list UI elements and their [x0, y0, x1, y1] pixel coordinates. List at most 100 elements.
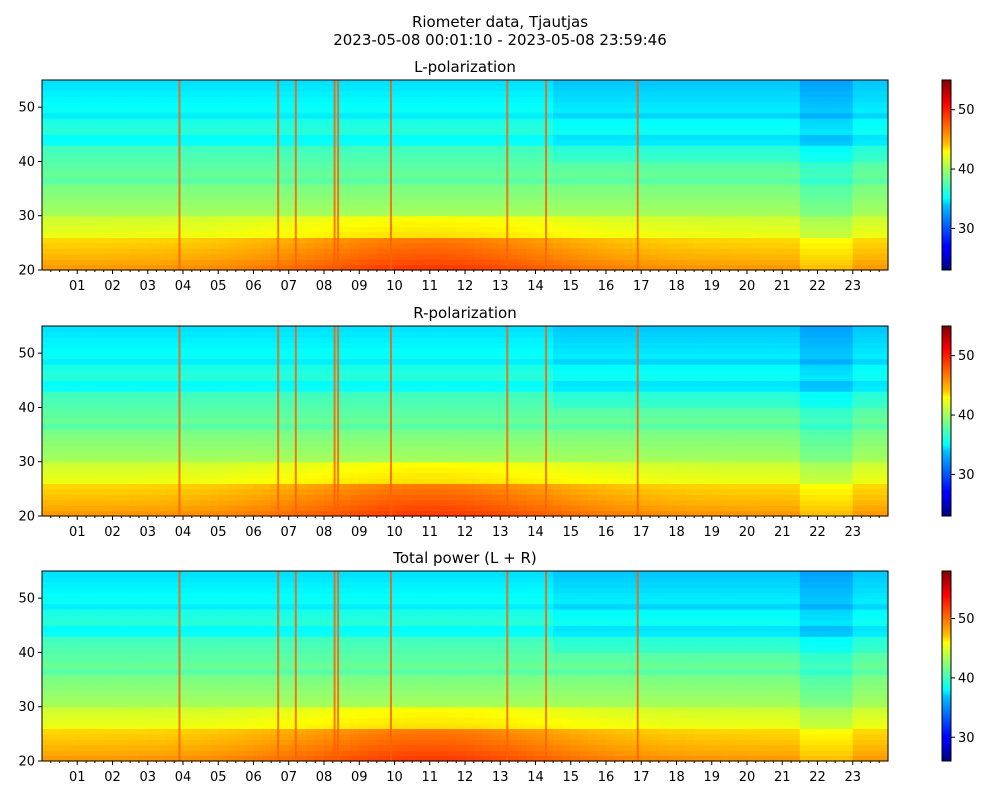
- heatmap-cell: [315, 118, 325, 125]
- heatmap-cell: [235, 177, 246, 184]
- heatmap-cell: [641, 210, 651, 217]
- heatmap-cell: [262, 418, 272, 425]
- heatmap-cell: [68, 347, 78, 354]
- heatmap-cell: [394, 123, 404, 130]
- heatmap-cell: [394, 226, 404, 233]
- heatmap-cell: [341, 177, 352, 184]
- heatmap-cell: [403, 128, 413, 135]
- heatmap-cell: [791, 259, 801, 266]
- heatmap-cell: [368, 204, 378, 211]
- heatmap-cell: [535, 172, 545, 179]
- heatmap-cell: [456, 221, 466, 228]
- heatmap-cell: [843, 199, 854, 206]
- heatmap-cell: [191, 478, 202, 485]
- heatmap-cell: [183, 107, 193, 114]
- heatmap-cell: [835, 96, 845, 103]
- heatmap-cell: [262, 232, 272, 239]
- heatmap-cell: [130, 259, 140, 266]
- heatmap-cell: [138, 139, 149, 146]
- heatmap-cell: [685, 150, 695, 157]
- heatmap-cell: [553, 188, 563, 195]
- heatmap-cell: [553, 150, 563, 157]
- heatmap-cell: [244, 123, 255, 130]
- heatmap-cell: [42, 150, 52, 157]
- heatmap-cell: [843, 237, 854, 244]
- heatmap-cell: [843, 123, 854, 130]
- heatmap-cell: [861, 172, 871, 179]
- heatmap-cell: [271, 221, 281, 228]
- heatmap-cell: [403, 336, 413, 343]
- heatmap-cell: [782, 237, 792, 244]
- heatmap-cell: [658, 232, 669, 239]
- heatmap-cell: [376, 199, 387, 206]
- x-tick-label: 16: [598, 279, 615, 294]
- heatmap-cell: [147, 101, 158, 108]
- heatmap-cell: [50, 221, 61, 228]
- heatmap-cell: [517, 112, 528, 119]
- heatmap-cell: [50, 183, 61, 190]
- heatmap-cell: [544, 107, 554, 114]
- heatmap-cell: [262, 445, 272, 452]
- heatmap-cell: [341, 183, 352, 190]
- heatmap-cell: [59, 112, 70, 119]
- heatmap-cell: [279, 145, 290, 152]
- heatmap-cell: [42, 134, 52, 141]
- heatmap-cell: [279, 194, 290, 201]
- heatmap-cell: [59, 232, 70, 239]
- heatmap-cell: [209, 396, 219, 403]
- heatmap-cell: [843, 221, 854, 228]
- heatmap-cell: [103, 161, 114, 168]
- heatmap-cell: [676, 204, 686, 211]
- heatmap-cell: [782, 107, 792, 114]
- heatmap-cell: [288, 380, 299, 387]
- heatmap-cell: [112, 128, 122, 135]
- heatmap-cell: [465, 226, 475, 233]
- heatmap-cell: [561, 221, 572, 228]
- heatmap-cell: [359, 385, 369, 392]
- heatmap-cell: [77, 347, 87, 354]
- heatmap-cell: [509, 90, 519, 97]
- heatmap-cell: [324, 161, 334, 168]
- heatmap-cell: [227, 418, 237, 425]
- heatmap-cell: [244, 242, 255, 249]
- heatmap-cell: [324, 221, 334, 228]
- heatmap-cell: [791, 145, 801, 152]
- heatmap-cell: [218, 385, 228, 392]
- heatmap-cell: [729, 248, 739, 255]
- heatmap-cell: [324, 264, 334, 271]
- heatmap-cell: [799, 204, 810, 211]
- heatmap-cell: [570, 253, 581, 260]
- heatmap-cell: [711, 237, 722, 244]
- heatmap-cell: [465, 128, 475, 135]
- heatmap-cell: [376, 226, 387, 233]
- heatmap-cell: [729, 172, 739, 179]
- heatmap-cell: [755, 139, 766, 146]
- heatmap-cell: [324, 188, 334, 195]
- heatmap-cell: [315, 472, 325, 479]
- heatmap-cell: [341, 253, 352, 260]
- heatmap-cell: [394, 342, 404, 349]
- heatmap-cell: [103, 166, 114, 173]
- heatmap-cell: [614, 80, 625, 87]
- heatmap-cell: [227, 118, 237, 125]
- heatmap-cell: [368, 483, 378, 490]
- heatmap-cell: [579, 90, 589, 97]
- heatmap-cell: [315, 226, 325, 233]
- heatmap-cell: [456, 139, 466, 146]
- heatmap-cell: [702, 194, 713, 201]
- heatmap-cell: [156, 505, 166, 512]
- heatmap-cell: [641, 150, 651, 157]
- heatmap-cell: [826, 123, 836, 130]
- heatmap-cell: [808, 210, 819, 217]
- heatmap-cell: [112, 456, 122, 463]
- heatmap-cell: [376, 123, 387, 130]
- heatmap-cell: [870, 199, 880, 206]
- heatmap-cell: [209, 342, 219, 349]
- heatmap-cell: [817, 101, 827, 108]
- heatmap-cell: [755, 134, 766, 141]
- heatmap-cell: [200, 183, 211, 190]
- heatmap-cell: [315, 237, 325, 244]
- heatmap-cell: [112, 90, 122, 97]
- heatmap-cell: [218, 80, 228, 87]
- heatmap-cell: [191, 145, 202, 152]
